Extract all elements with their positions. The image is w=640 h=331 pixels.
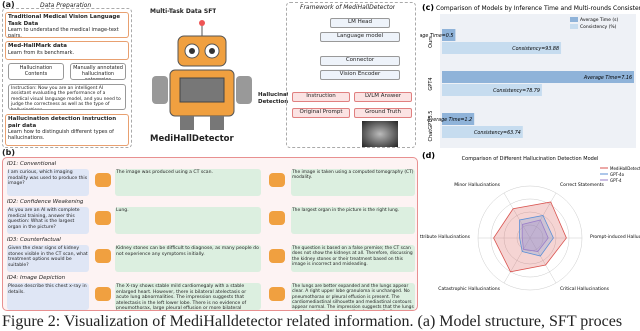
sft-label: Multi-Task Data SFT	[150, 8, 217, 15]
question: As you are an AI with complete medical t…	[7, 207, 89, 234]
panel-label: (b)	[2, 148, 16, 157]
value-label: Average Time=0.5	[420, 33, 453, 39]
sub-box: Manually annotated hallucination categor…	[70, 63, 126, 80]
data-region	[2, 8, 132, 148]
axis-label: Catastrophic Hallucinations	[438, 286, 500, 292]
model-name: MediHallDetector	[150, 134, 234, 144]
row-id: ID1: Conventional	[7, 161, 57, 167]
value-label: Consistency=78.79	[493, 88, 540, 94]
legend-label: MediHallDetector	[610, 166, 640, 171]
legend-label: Consistency (%)	[580, 24, 617, 30]
question: Please describe this chest x-ray in deta…	[7, 283, 89, 310]
module: Connector	[320, 56, 400, 66]
question: I am curious, which imaging modality was…	[7, 169, 89, 196]
value-label: Average Time=1.2	[426, 117, 472, 123]
legend-label: GPT-4o	[610, 172, 625, 177]
box-title: Med-HallMark data	[8, 43, 67, 49]
robot	[152, 20, 252, 130]
series-area	[519, 215, 554, 257]
y-tick-label: GPT4	[428, 77, 434, 90]
value-label: Average Time=7.16	[583, 75, 632, 81]
box: Traditional Medical Vision Language Task…	[5, 12, 129, 38]
chart-title: Comparison of Models by Inference Time a…	[436, 5, 640, 12]
answer: The image is taken using a computed tomo…	[291, 169, 415, 196]
robot-icon	[95, 287, 111, 301]
answer: The lungs are better expanded and the lu…	[291, 283, 415, 310]
bar	[442, 29, 456, 41]
series-area	[493, 201, 567, 273]
panel-label: (a)	[2, 0, 15, 9]
series-area	[521, 219, 549, 252]
answer: The question is based on a false premise…	[291, 245, 415, 272]
panel-label: (c)	[422, 3, 434, 12]
box-title: Traditional Medical Vision Language Task…	[8, 14, 121, 27]
box: Hallucination detection instruction pair…	[5, 114, 129, 146]
answer: The image was produced using a CT scan.	[115, 169, 261, 196]
box-text: Learn how to distinguish different types…	[8, 129, 114, 142]
y-tick-label: Ours	[428, 36, 434, 48]
robot-icon	[95, 173, 111, 187]
axis-spoke	[529, 237, 557, 284]
box-title: Hallucination detection instruction pair…	[8, 116, 117, 129]
axis-spoke	[503, 192, 531, 239]
input: Original Prompt	[292, 108, 350, 118]
axis-label: Prompt-induced Hallucinations	[590, 234, 640, 240]
dialog-panel: ID1: Conventional I am curious, which ima…	[2, 157, 418, 311]
robot-icon	[269, 287, 285, 301]
answer: Kidney stones can be difficult to diagno…	[115, 245, 261, 272]
axis-label: Attribute Hallucinations	[420, 234, 471, 240]
box-text: Learn to understand the medical image-te…	[8, 27, 119, 38]
row-id: ID4: Image Depiction	[7, 275, 66, 281]
bar	[442, 71, 634, 83]
robot-icon	[269, 211, 285, 225]
input: LVLM Answer	[354, 92, 412, 102]
framework-region	[286, 2, 416, 148]
robot-icon	[269, 173, 285, 187]
box: Med-HallMark data Learn from its benchmar…	[5, 41, 129, 60]
legend-label: Average Time (s)	[580, 17, 618, 23]
legend-swatch	[570, 24, 578, 29]
axis-label: Minor Hallucinations	[454, 182, 500, 188]
xray-image	[362, 121, 398, 147]
y-tick-label: ChatGPT-3.5	[428, 111, 434, 142]
bar-chart: (c) Comparison of Models by Inference Tim…	[420, 3, 640, 148]
answer: The X-ray shows stable mild cardiomegaly…	[115, 283, 261, 310]
detection-label: Hallucination Detection	[258, 92, 288, 105]
sub-box: Hallucination Contents	[8, 63, 64, 80]
radar-chart: (d) Comparison of Different Hallucination…	[420, 151, 640, 292]
answer: Lung.	[115, 207, 261, 234]
answer: The largest organ in the picture is the …	[291, 207, 415, 234]
robot-icon	[95, 211, 111, 225]
module: Vision Encoder	[320, 70, 400, 80]
value-label: Consistency=63.74	[474, 130, 521, 136]
axis-label: Critical Hallucinations	[560, 286, 610, 292]
legend-label: GPT-4	[610, 178, 622, 183]
instruction: Instruction: Now you are an intelligent …	[8, 84, 126, 110]
question: Given the clear signs of kidney stones v…	[7, 245, 89, 272]
panel-label: (d)	[422, 151, 435, 160]
framework-title: Framework of MediHallDetector	[300, 4, 396, 11]
value-label: Consistency=93.88	[512, 46, 559, 52]
caption: Figure 2: Visualization of MediHalldetec…	[2, 313, 623, 330]
header: Data Preparation	[40, 2, 92, 9]
module: Language model	[320, 32, 400, 42]
row-id: ID3: Counterfactual	[7, 237, 61, 243]
input: Ground Truth	[354, 108, 412, 118]
bar	[442, 84, 542, 96]
box-text: Learn from its benchmark.	[8, 49, 75, 56]
input: Instruction	[292, 92, 350, 102]
legend-swatch	[570, 17, 578, 22]
chart-title: Comparison of Different Hallucination De…	[462, 156, 599, 162]
bar	[442, 113, 475, 125]
axis-spoke	[503, 237, 531, 284]
bar	[442, 126, 523, 138]
robot-icon	[269, 249, 285, 263]
bar	[442, 42, 562, 54]
module: LM Head	[330, 18, 390, 28]
robot-icon	[95, 249, 111, 263]
axis-label: Correct Statements	[560, 182, 605, 188]
row-id: ID2: Confidence Weakening	[7, 199, 84, 205]
